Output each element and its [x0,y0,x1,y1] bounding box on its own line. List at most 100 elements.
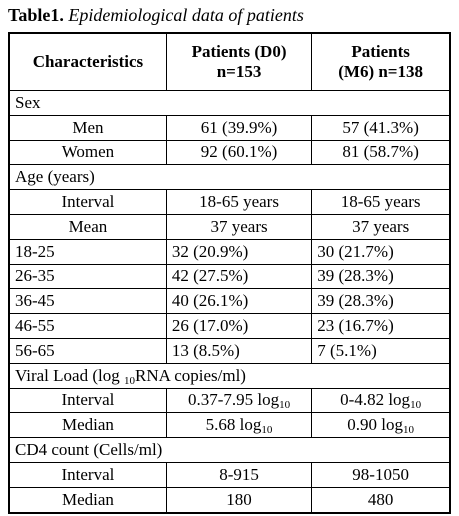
cell-text: Interval [61,192,115,212]
cell-text: 92 (60.1%) [200,142,278,162]
cell-text: 480 [367,489,394,509]
value-cell: 61 (39.9%) [165,114,313,141]
cell-text: Viral Load (log [15,365,124,385]
section-cell: Sex [8,90,451,116]
table-row: 36-45 40 (26.1%) 39 (28.3%) [8,288,451,315]
cell-text: 57 (41.3%) [342,117,419,137]
cell-text: 32 (20.9%) [171,241,249,261]
cell-text: 26 (17.0%) [171,316,249,336]
data-table: Characteristics Patients (D0) n=153 Patie… [8,32,451,514]
subscript: 10 [261,424,273,437]
value-cell: 26 (17.0%) [165,313,313,339]
value-cell: 39 (28.3%) [311,263,451,290]
value-cell: 18-65 years [311,189,451,215]
cell-text: 36-45 [15,291,55,311]
cell-text: 18-25 [15,241,55,261]
subscript: 10 [402,424,414,437]
label-cell: Men [8,114,167,141]
table-row: 46-55 26 (17.0%) 23 (16.7%) [8,313,451,339]
table-row: Men 61 (39.9%) 57 (41.3%) [8,114,451,141]
cell-text: 23 (16.7%) [317,316,394,336]
table-row: Median 5.68 log10 0.90 log10 [8,412,451,439]
value-cell: 30 (21.7%) [311,238,451,265]
cell-text: Age (years) [15,167,95,187]
table-row: Viral Load (log 10RNA copies/ml) [8,362,451,389]
value-cell: 8-915 [165,461,313,488]
cell-text: 39 (28.3%) [317,266,394,286]
subscript: 10 [123,374,135,387]
header-cell: Characteristics [8,32,167,91]
cell-text: 0.37-7.95 log [187,390,280,410]
cell-text: 37 years [352,216,410,236]
section-cell: Age (years) [8,164,451,191]
label-cell: 36-45 [8,288,167,315]
value-cell: 57 (41.3%) [311,114,451,141]
value-cell: 0.37-7.95 log10 [165,387,313,414]
table-row: Age (years) [8,164,451,191]
value-cell: 39 (28.3%) [311,288,451,315]
subscript: 10 [279,399,291,412]
label-cell: Women [8,139,167,166]
cell-text: 39 (28.3%) [317,291,394,311]
header-text: n=153 [216,62,262,81]
value-cell: 23 (16.7%) [311,313,451,339]
label-cell: Median [8,486,167,514]
label-cell: 18-25 [8,238,167,265]
header-text: (M6) n=138 [338,62,423,81]
cell-text: 8-915 [219,464,259,484]
cell-text: 61 (39.9%) [200,117,278,137]
label-cell: Interval [8,387,167,414]
table-header: Characteristics Patients (D0) n=153 Patie… [8,32,451,91]
table-row: Interval 0.37-7.95 log10 0-4.82 log 10 [8,387,451,414]
cell-text: 46-55 [15,316,55,336]
cell-text: Interval [61,464,115,484]
cell-text: 0-4.82 log [340,390,411,410]
section-cell: CD4 count (Cells/ml) [8,437,451,463]
cell-text: 13 (8.5%) [171,340,240,360]
cell-text: 30 (21.7%) [317,241,394,261]
table-row: Women 92 (60.1%) 81 (58.7%) [8,139,451,166]
cell-text: 40 (26.1%) [171,291,249,311]
value-cell: 37 years [165,213,313,240]
table-row: Sex [8,90,451,116]
cell-text: 56-65 [15,340,55,360]
label-cell: Interval [8,189,167,215]
cell-text: 0.90 log [347,415,403,435]
cell-text: Median [61,489,114,509]
caption-label: Table1. [8,5,64,25]
value-cell: 5.68 log10 [165,412,313,439]
table-row: 56-65 13 (8.5%) 7 (5.1%) [8,337,451,364]
cell-text: 5.68 log [205,415,262,435]
table-row: CD4 count (Cells/ml) [8,437,451,463]
table-row: Mean 37 years 37 years [8,213,451,240]
cell-text: 7 (5.1%) [317,340,377,360]
table-row: Interval 18-65 years 18-65 years [8,189,451,215]
value-cell: 92 (60.1%) [165,139,313,166]
label-cell: Interval [8,461,167,488]
cell-text: 180 [226,489,252,509]
value-cell: 480 [311,486,451,514]
value-cell: 37 years [311,213,451,240]
cell-text: 26-35 [15,266,55,286]
cell-text: CD4 count (Cells/ml) [15,440,163,460]
header-text: Patients (D0) [191,42,287,61]
value-cell: 13 (8.5%) [165,337,313,364]
value-cell: 180 [165,486,313,514]
cell-text: 81 (58.7%) [342,142,419,162]
cell-text: 18-65 years [340,192,421,212]
value-cell: 98-1050 [311,461,451,488]
cell-text: Mean [68,216,108,236]
table-row: Interval 8-915 98-1050 [8,461,451,488]
value-cell: 7 (5.1%) [311,337,451,364]
header-cell: Patients (D0) n=153 [165,32,313,91]
cell-text: 18-65 years [199,192,279,212]
section-cell: Viral Load (log 10RNA copies/ml) [8,362,451,389]
label-cell: 26-35 [8,263,167,290]
header-text: Patients [351,42,410,61]
cell-text: RNA copies/ml) [134,365,246,385]
cell-text: Women [61,142,115,162]
table-row: 26-35 42 (27.5%) 39 (28.3%) [8,263,451,290]
cell-text: 98-1050 [352,464,409,484]
cell-text: 37 years [210,216,268,236]
cell-text: Men [72,117,104,137]
